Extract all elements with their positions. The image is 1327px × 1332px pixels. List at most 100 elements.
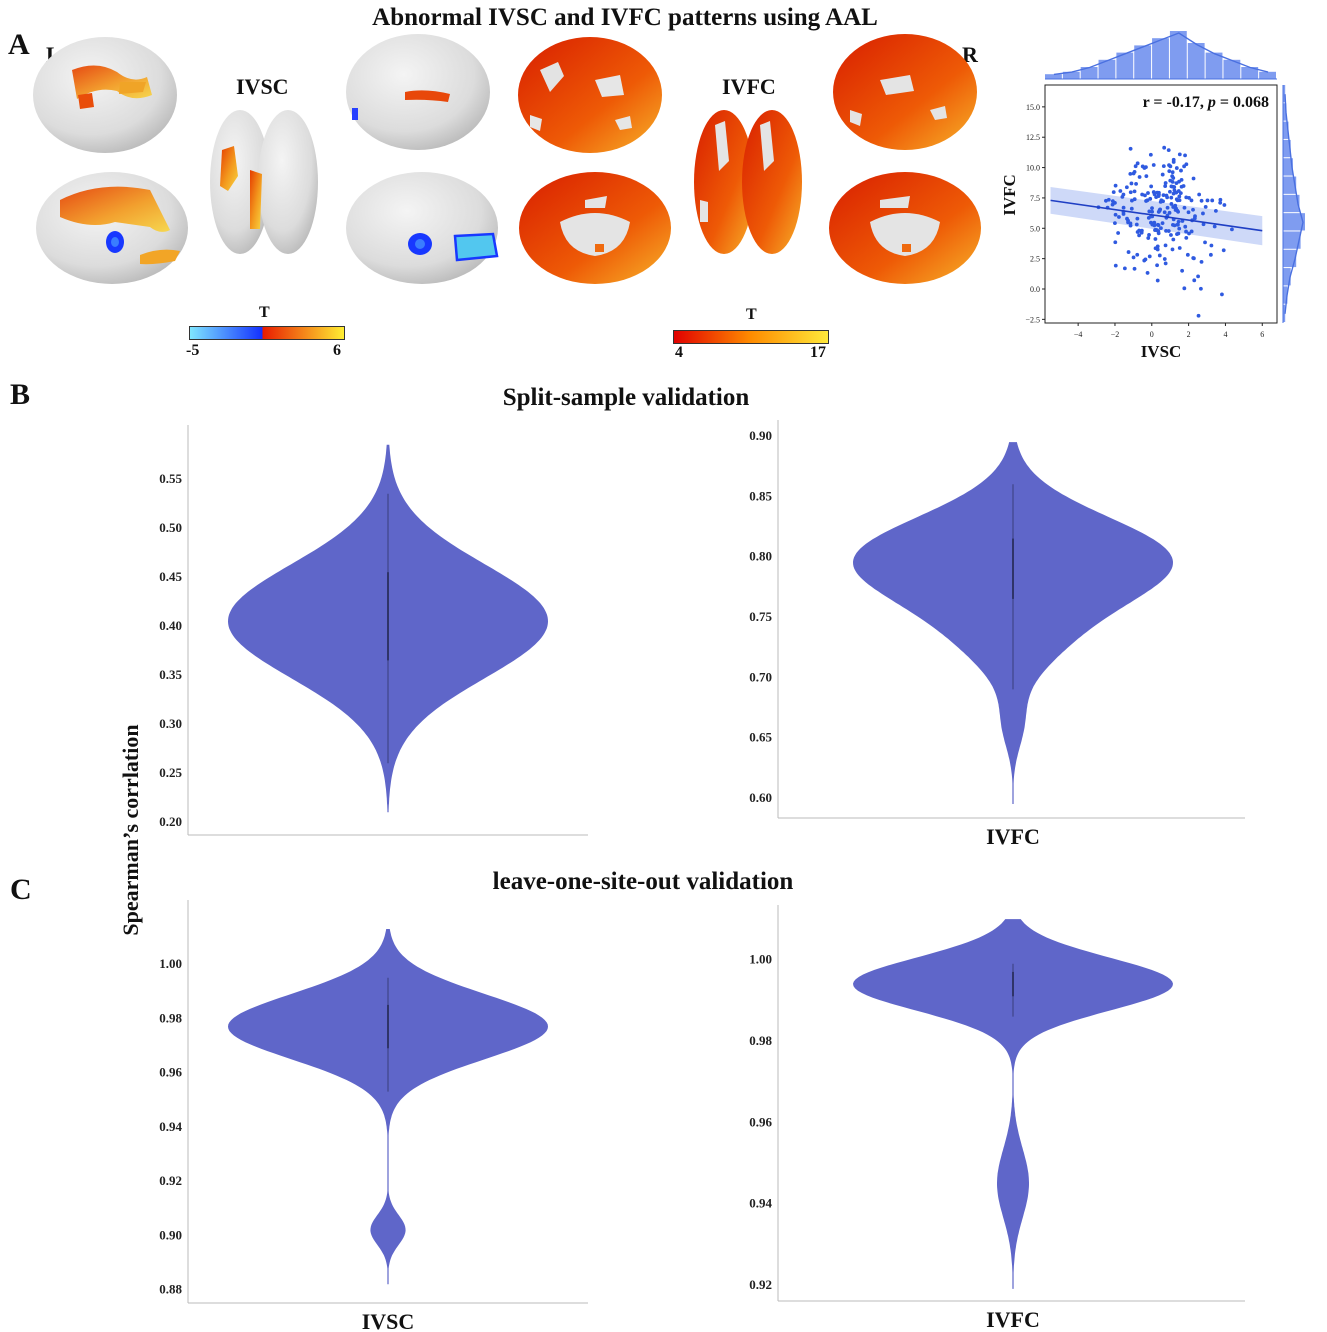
scatter-point	[1134, 181, 1138, 186]
violin-y-tick-label: 0.30	[159, 716, 182, 731]
scatter-point	[1155, 263, 1159, 268]
scatter-point	[1132, 266, 1137, 271]
scatter-point	[1132, 197, 1137, 202]
violin-y-tick-label: 0.75	[749, 609, 772, 624]
scatter-point	[1203, 204, 1208, 209]
scatter-point	[1124, 185, 1129, 190]
scatter-point	[1153, 237, 1158, 241]
scatter-point	[1160, 221, 1165, 226]
ivsc-colorbar	[189, 326, 345, 340]
scatter-ylabel: IVFC	[1000, 174, 1019, 216]
scatter-point	[1196, 274, 1200, 279]
ivfc-colorbar-title: T	[746, 306, 757, 323]
scatter-point	[1199, 198, 1204, 203]
scatter-point	[1205, 198, 1210, 203]
ivsc-ivfc-scatter-plot: −4 −2 0 2 4 6 −2.5 0.0 2.5 5.0 7.5 10.0 12.5 15.0 IVSC…	[1000, 31, 1305, 361]
violin-y-tick-label: 0.50	[159, 520, 182, 535]
violin-y-tick-label: 0.25	[159, 765, 182, 780]
ivsc-lateral-right-brain	[346, 34, 490, 150]
scatter-point	[1221, 248, 1226, 253]
scatter-point	[1117, 215, 1121, 219]
scatter-point	[1131, 171, 1136, 176]
scatter-point	[1199, 259, 1204, 264]
violin-y-tick-label: 0.60	[749, 790, 772, 805]
scatter-point	[1146, 236, 1151, 240]
shared-y-axis-label: Spearman’s corrlation	[118, 724, 143, 935]
x-marginal-bar	[1116, 52, 1134, 79]
ivsc-brain-label: IVSC	[236, 74, 289, 99]
scatter-point	[1170, 170, 1175, 175]
split-ivsc-violin-chart: 0.20 0.25 0.30 0.35 0.40 0.45 0.50 0.55 IVSC	[159, 425, 588, 845]
scatter-point	[1153, 228, 1157, 233]
scatter-point	[1161, 193, 1166, 197]
scatter-point	[1162, 145, 1167, 150]
y-marginal-bar	[1283, 304, 1286, 322]
scatter-x-tick-label: 0	[1150, 330, 1154, 339]
scatter-point	[1150, 209, 1155, 214]
violin-y-tick-label: 0.98	[159, 1010, 182, 1025]
scatter-axes-frame	[1044, 84, 1278, 324]
scatter-point	[1220, 292, 1224, 297]
scatter-y-tick-label: −2.5	[1025, 315, 1040, 324]
scatter-point	[1140, 164, 1145, 169]
scatter-point	[1121, 205, 1126, 210]
panel-b-letter: B	[10, 378, 31, 411]
scatter-point	[1113, 221, 1117, 226]
scatter-point	[1145, 271, 1150, 275]
scatter-point	[1133, 164, 1138, 169]
loso-ivsc-violin-chart: 0.88 0.90 0.92 0.94 0.96 0.98 1.00 IVSC	[159, 900, 588, 1332]
scatter-point	[1169, 202, 1174, 206]
ivfc-brain-label: IVFC	[722, 74, 776, 99]
scatter-point	[1167, 210, 1172, 215]
scatter-point	[1162, 210, 1167, 215]
ivsc-colorbar-title: T	[259, 304, 270, 321]
scatter-point	[1201, 222, 1206, 227]
violin-body	[853, 919, 1173, 1289]
scatter-point	[1144, 174, 1149, 179]
scatter-point	[1159, 226, 1163, 231]
panel-c-letter: C	[10, 873, 32, 906]
scatter-point	[1113, 263, 1118, 268]
scatter-point	[1151, 163, 1156, 167]
scatter-point	[1179, 168, 1183, 173]
scatter-point	[1192, 278, 1197, 283]
ivfc-medial-right-brain	[829, 172, 981, 284]
scatter-x-tick-label: 6	[1260, 330, 1264, 339]
scatter-point	[1170, 247, 1175, 252]
scatter-point	[1218, 197, 1223, 202]
scatter-point	[1173, 203, 1178, 208]
y-marginal-bar	[1283, 268, 1291, 286]
scatter-point	[1187, 196, 1191, 200]
scatter-point	[1149, 220, 1153, 225]
scatter-point	[1129, 206, 1134, 211]
scatter-point	[1144, 199, 1148, 203]
scatter-point	[1177, 198, 1182, 203]
violin-y-tick-label: 0.85	[749, 488, 772, 503]
scatter-point	[1137, 228, 1142, 233]
scatter-point	[1168, 178, 1173, 183]
y-marginal-kde	[1284, 94, 1304, 314]
scatter-point	[1164, 228, 1168, 233]
violin-y-tick-label: 0.40	[159, 618, 182, 633]
x-marginal-bar	[1152, 38, 1169, 79]
scatter-point	[1172, 185, 1177, 189]
scatter-point	[1116, 231, 1121, 235]
scatter-point	[1185, 252, 1190, 257]
x-marginal-bar	[1223, 59, 1241, 79]
scatter-point	[1218, 200, 1223, 205]
scatter-point	[1113, 240, 1118, 245]
scatter-point	[1189, 198, 1194, 203]
scatter-x-tick-label: −2	[1111, 330, 1120, 339]
scatter-point	[1198, 286, 1203, 291]
scatter-point	[1146, 216, 1151, 220]
panel-a-title: Abnormal IVSC and IVFC patterns using AA…	[372, 4, 878, 31]
y-marginal-bar	[1283, 194, 1300, 213]
panel-a-letter: A	[8, 28, 30, 61]
scatter-point	[1196, 313, 1201, 318]
ivfc-lateral-right-brain	[833, 34, 977, 150]
scatter-point	[1139, 230, 1144, 235]
ivsc-medial-right-brain	[346, 172, 499, 284]
scatter-point	[1113, 212, 1118, 217]
scatter-point	[1180, 268, 1185, 273]
correlation-r: r = -0.17,	[1143, 94, 1208, 111]
